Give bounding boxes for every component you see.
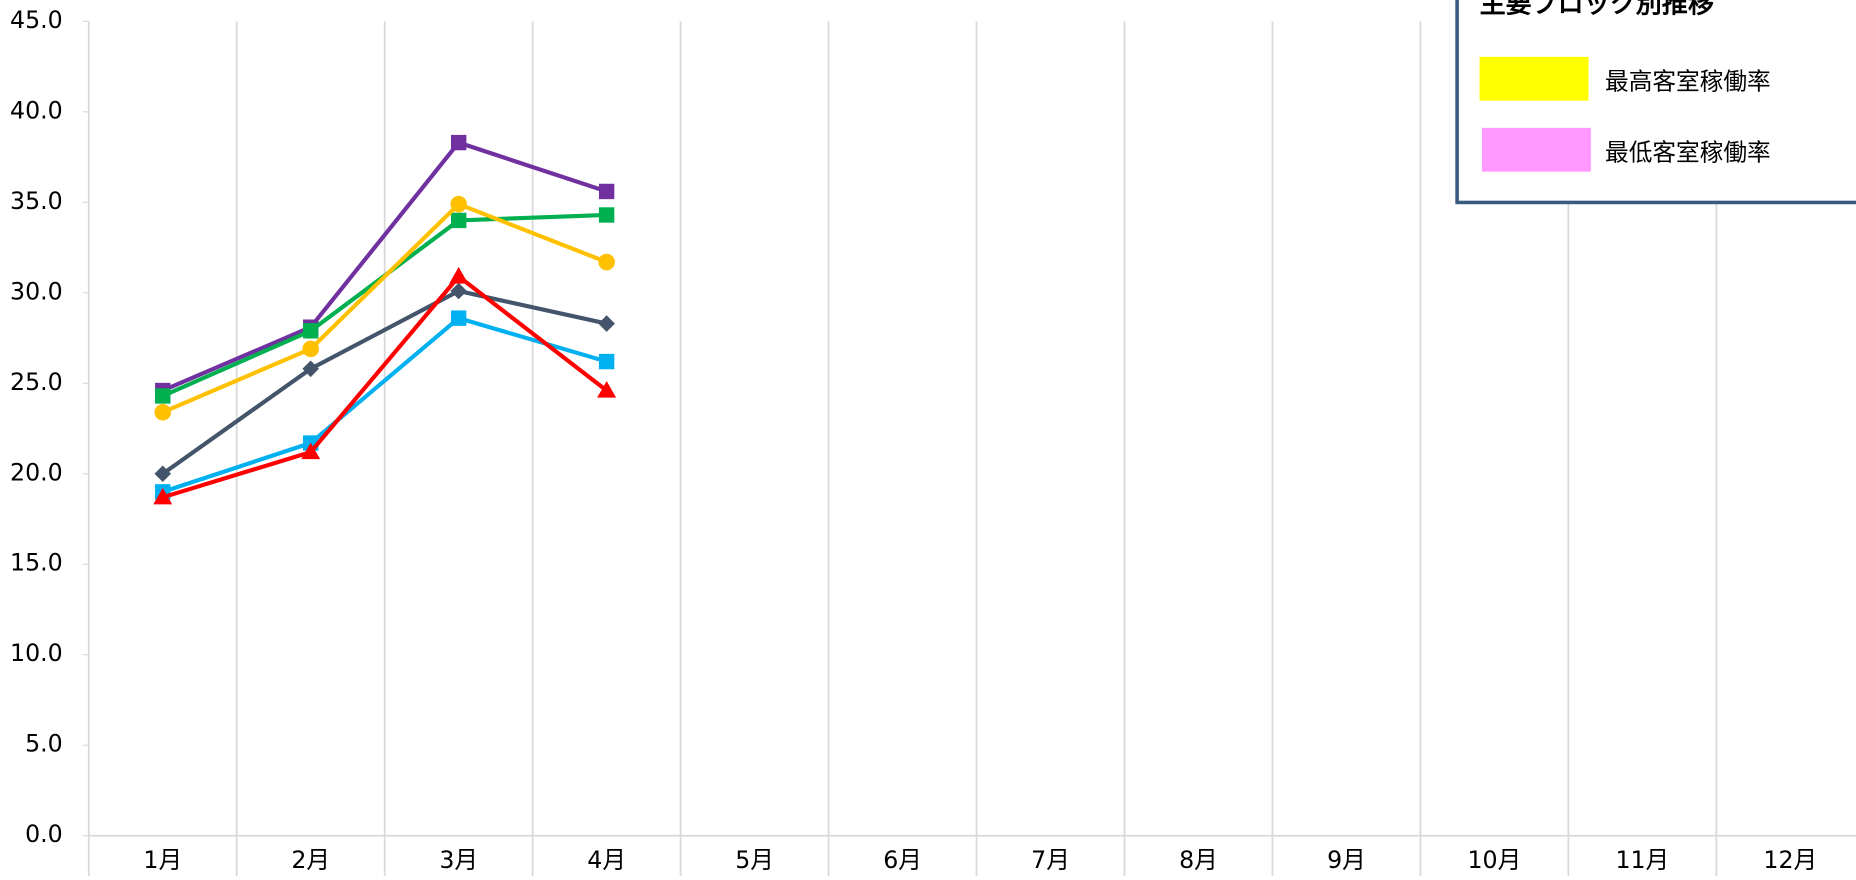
marker: [302, 340, 319, 358]
y-tick-label: 20.0: [10, 458, 63, 486]
marker: [598, 253, 615, 271]
marker: [598, 183, 615, 200]
x-tick-label: 2月: [291, 846, 330, 874]
y-tick-label: 10.0: [10, 639, 63, 667]
y-tick-label: 40.0: [10, 96, 63, 124]
legend-title: 主要ブロック別推移: [1480, 0, 1714, 19]
legend-frame: [1455, 0, 1856, 205]
y-tick-label: 35.0: [10, 187, 63, 215]
marker: [450, 310, 467, 326]
y-tick-label: 0.0: [25, 820, 63, 848]
x-tick-label: 12月: [1763, 846, 1817, 874]
marker: [303, 323, 319, 339]
marker: [302, 360, 319, 378]
marker: [450, 212, 467, 229]
legend-swatch: [1481, 127, 1591, 172]
x-tick-label: 5月: [735, 846, 774, 874]
marker: [597, 381, 617, 398]
y-tick-label: 15.0: [10, 549, 63, 577]
y-tick-label: 5.0: [25, 730, 63, 758]
y-tick-label: 30.0: [10, 277, 63, 305]
series-line: [162, 315, 608, 494]
y-tick-label: 45.0: [10, 6, 63, 34]
y-tick-label: 25.0: [10, 368, 63, 396]
x-tick-label: 3月: [439, 846, 478, 874]
legend-label: 最高客室稼働率: [1605, 67, 1771, 95]
legend-label: 最低客室稼働率: [1605, 138, 1771, 166]
x-tick-label: 7月: [1031, 846, 1070, 874]
series-line: [162, 273, 608, 500]
x-tick-label: 11月: [1615, 846, 1669, 874]
marker: [449, 267, 469, 284]
marker: [154, 403, 172, 421]
marker: [598, 207, 615, 223]
x-tick-label: 10月: [1468, 846, 1522, 874]
x-tick-label: 8月: [1179, 846, 1218, 874]
marker: [154, 465, 172, 483]
legend-swatch: [1479, 56, 1589, 101]
marker: [598, 353, 615, 370]
series-line: [161, 140, 608, 393]
marker: [301, 442, 321, 460]
x-tick-label: 4月: [587, 846, 626, 874]
series-line: [161, 201, 608, 415]
marker: [450, 195, 467, 213]
series-line: [161, 288, 608, 476]
marker: [153, 487, 173, 505]
x-tick-label: 9月: [1327, 846, 1366, 874]
x-tick-label: 1月: [143, 846, 182, 874]
marker: [598, 315, 615, 332]
x-tick-label: 6月: [883, 846, 922, 874]
marker: [450, 134, 467, 151]
marker: [155, 388, 171, 404]
